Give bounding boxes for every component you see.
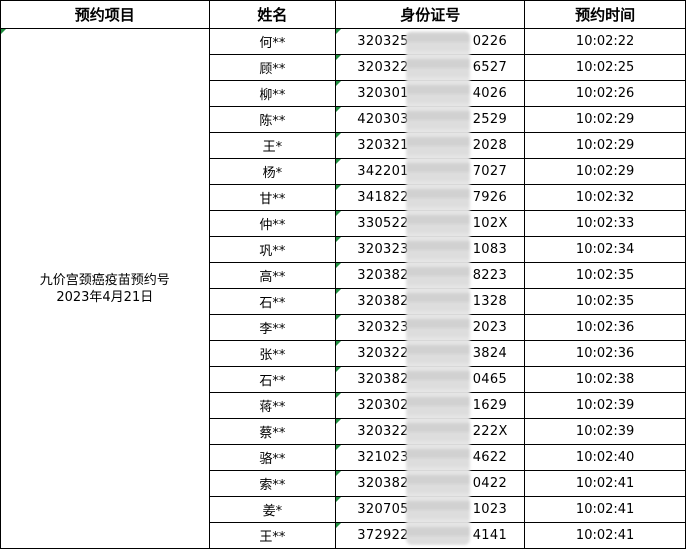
- time-cell[interactable]: 10:02:36: [524, 314, 686, 341]
- time-cell[interactable]: 10:02:26: [524, 80, 686, 107]
- project-date: 2023年4月21日: [56, 289, 154, 305]
- id-prefix: 320325: [357, 34, 409, 49]
- name-cell[interactable]: 蒋**: [208, 392, 337, 419]
- table-row: 仲** 330522 102X 10:02:33: [1, 210, 686, 237]
- time-cell[interactable]: 10:02:29: [524, 132, 686, 159]
- name-cell[interactable]: 甘**: [208, 184, 337, 211]
- id-suffix: 102X: [472, 216, 508, 231]
- name-cell[interactable]: 骆**: [208, 444, 337, 471]
- time-cell[interactable]: 10:02:39: [524, 392, 686, 419]
- name-cell[interactable]: 李**: [208, 314, 337, 341]
- time-cell[interactable]: 10:02:41: [524, 522, 686, 549]
- header-project[interactable]: 预约项目: [0, 0, 210, 29]
- header-id[interactable]: 身份证号: [335, 0, 526, 29]
- id-prefix: 320321: [357, 138, 409, 153]
- id-suffix: 6527: [472, 60, 508, 75]
- time-cell[interactable]: 10:02:41: [524, 496, 686, 523]
- table-row: 蔡** 320322 222X 10:02:39: [1, 418, 686, 445]
- id-suffix: 1328: [472, 294, 508, 309]
- time-cell[interactable]: 10:02:22: [524, 28, 686, 55]
- name-cell[interactable]: 何**: [208, 28, 337, 55]
- name-cell[interactable]: 杨*: [208, 158, 337, 185]
- name-cell[interactable]: 姜*: [208, 496, 337, 523]
- id-suffix: 1083: [472, 242, 508, 257]
- table-row: 巩** 320323 1083 10:02:34: [1, 236, 686, 263]
- id-prefix: 320302: [357, 398, 409, 413]
- id-suffix: 7926: [472, 190, 508, 205]
- header-time[interactable]: 预约时间: [524, 0, 686, 29]
- id-prefix: 321023: [357, 450, 409, 465]
- time-cell[interactable]: 10:02:36: [524, 340, 686, 367]
- id-prefix: 320322: [357, 424, 409, 439]
- id-suffix: 4026: [472, 86, 508, 101]
- time-cell[interactable]: 10:02:29: [524, 158, 686, 185]
- id-prefix: 341822: [357, 190, 409, 205]
- id-suffix: 3824: [472, 346, 508, 361]
- id-suffix: 4622: [472, 450, 508, 465]
- time-cell[interactable]: 10:02:35: [524, 288, 686, 315]
- time-cell[interactable]: 10:02:33: [524, 210, 686, 237]
- id-prefix: 320382: [357, 476, 409, 491]
- id-suffix: 0226: [472, 34, 508, 49]
- time-cell[interactable]: 10:02:34: [524, 236, 686, 263]
- table-row: 高** 320382 8223 10:02:35: [1, 262, 686, 289]
- table-row: 陈** 420303 2529 10:02:29: [1, 106, 686, 133]
- table-row: 石** 320382 0465 10:02:38: [1, 366, 686, 393]
- name-cell[interactable]: 顾**: [208, 54, 337, 81]
- name-cell[interactable]: 蔡**: [208, 418, 337, 445]
- id-prefix: 320323: [357, 242, 409, 257]
- id-prefix: 372922: [357, 528, 409, 543]
- name-cell[interactable]: 索**: [208, 470, 337, 497]
- id-prefix: 330522: [357, 216, 409, 231]
- id-suffix: 2028: [472, 138, 508, 153]
- id-prefix: 342201: [357, 164, 409, 179]
- project-cell[interactable]: 九价宫颈癌疫苗预约号 2023年4月21日: [0, 28, 210, 549]
- time-cell[interactable]: 10:02:39: [524, 418, 686, 445]
- header-row: 预约项目 姓名 身份证号 预约时间: [0, 0, 686, 29]
- name-cell[interactable]: 王**: [208, 522, 337, 549]
- id-prefix: 320322: [357, 346, 409, 361]
- id-prefix: 320382: [357, 294, 409, 309]
- time-cell[interactable]: 10:02:35: [524, 262, 686, 289]
- name-cell[interactable]: 王*: [208, 132, 337, 159]
- id-suffix: 4141: [472, 528, 508, 543]
- id-suffix: 0422: [472, 476, 508, 491]
- id-prefix: 320322: [357, 60, 409, 75]
- id-suffix: 222X: [472, 424, 508, 439]
- id-suffix: 7027: [472, 164, 508, 179]
- id-suffix: 8223: [472, 268, 508, 283]
- id-prefix: 420303: [357, 112, 409, 127]
- name-cell[interactable]: 柳**: [208, 80, 337, 107]
- id-suffix: 2529: [472, 112, 508, 127]
- time-cell[interactable]: 10:02:40: [524, 444, 686, 471]
- id-prefix: 320382: [357, 372, 409, 387]
- name-cell[interactable]: 巩**: [208, 236, 337, 263]
- id-prefix: 320301: [357, 86, 409, 101]
- table-row: 九价宫颈癌疫苗预约号 2023年4月21日 何** 320325 0226 10:02:2…: [0, 28, 686, 549]
- id-prefix: 320382: [357, 268, 409, 283]
- id-suffix: 1023: [472, 502, 508, 517]
- time-cell[interactable]: 10:02:38: [524, 366, 686, 393]
- table-row: 王** 372922 4141 10:02:41: [1, 522, 686, 549]
- id-prefix: 320705: [357, 502, 409, 517]
- id-suffix: 1629: [472, 398, 508, 413]
- time-cell[interactable]: 10:02:32: [524, 184, 686, 211]
- header-name[interactable]: 姓名: [208, 0, 337, 29]
- time-cell[interactable]: 10:02:25: [524, 54, 686, 81]
- name-cell[interactable]: 石**: [208, 288, 337, 315]
- id-redaction-mosaic: [406, 31, 470, 545]
- name-cell[interactable]: 仲**: [208, 210, 337, 237]
- id-prefix: 320323: [357, 320, 409, 335]
- id-suffix: 0465: [472, 372, 508, 387]
- id-suffix: 2023: [472, 320, 508, 335]
- name-cell[interactable]: 高**: [208, 262, 337, 289]
- name-cell[interactable]: 陈**: [208, 106, 337, 133]
- time-cell[interactable]: 10:02:29: [524, 106, 686, 133]
- name-cell[interactable]: 石**: [208, 366, 337, 393]
- table-row: 骆** 321023 4622 10:02:40: [1, 444, 686, 471]
- time-cell[interactable]: 10:02:41: [524, 470, 686, 497]
- project-name: 九价宫颈癌疫苗预约号: [39, 272, 170, 288]
- name-cell[interactable]: 张**: [208, 340, 337, 367]
